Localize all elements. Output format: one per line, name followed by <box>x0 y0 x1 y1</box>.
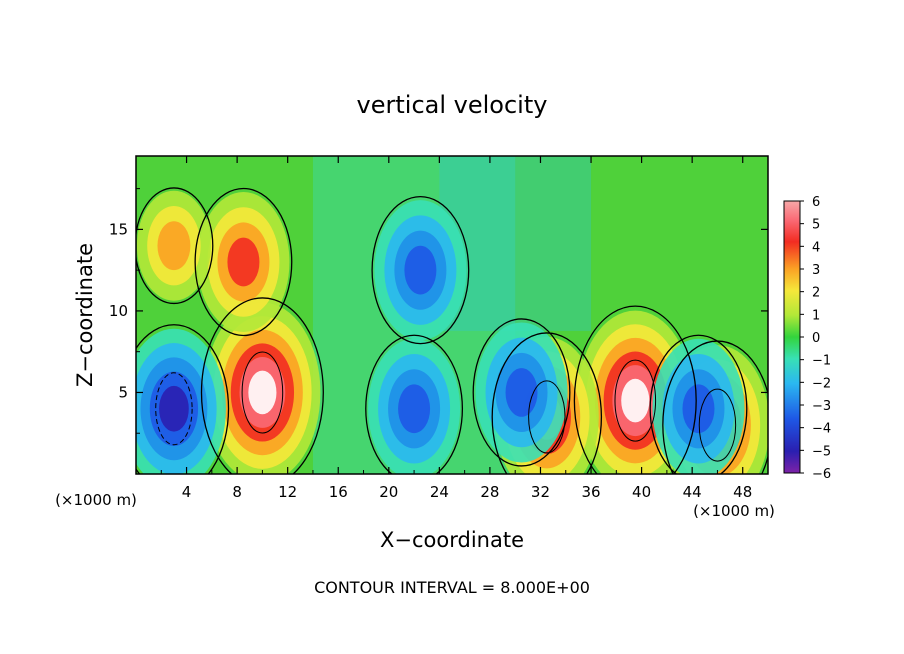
x-tick-label: 48 <box>733 483 752 501</box>
colorbar-gradient <box>783 200 801 474</box>
zero-contour <box>365 334 464 474</box>
colorbar: 6 5 4 3 2 1 0 −1 −2 −3 −4 −5 −6 <box>783 195 831 482</box>
y-axis-label: Z−coordinate <box>73 243 97 387</box>
x-tick-label: 40 <box>632 483 651 501</box>
colorbar-tick-label: −1 <box>812 354 831 369</box>
y-tick-label: 10 <box>109 302 128 320</box>
x-axis-label: X−coordinate <box>380 528 524 552</box>
zero-contour <box>573 305 697 474</box>
x-unit-label-right: (×1000 m) <box>693 502 775 520</box>
updraft-contour-fill <box>248 370 277 415</box>
colorbar-tick-label: 3 <box>812 263 820 278</box>
zero-contour <box>194 187 293 337</box>
x-tick-label: 24 <box>430 483 449 501</box>
zero-contour <box>472 318 571 467</box>
colorbar-tick-label: 5 <box>812 218 820 233</box>
interval-contour <box>528 380 566 454</box>
colorbar-tick-label: −2 <box>812 376 831 391</box>
downdraft-contour-fill <box>398 384 431 434</box>
updraft-contour-fill <box>621 378 650 423</box>
x-tick-label: 8 <box>232 483 242 501</box>
x-tick-label: 16 <box>329 483 348 501</box>
zero-contour <box>136 187 214 305</box>
y-axis-ticks: 5 10 15 <box>109 188 768 434</box>
x-tick-label: 12 <box>278 483 297 501</box>
x-unit-label-left: (×1000 m) <box>55 491 137 509</box>
colorbar-tick-label: 1 <box>812 308 820 323</box>
updraft-contour-fill <box>227 237 260 287</box>
colorbar-tick-label: 4 <box>812 240 820 255</box>
chart-title: vertical velocity <box>357 91 548 119</box>
x-tick-label: 20 <box>379 483 398 501</box>
zero-contour <box>200 297 324 474</box>
colorbar-tick-label: 6 <box>812 195 820 210</box>
zero-contour-lines <box>136 187 768 474</box>
updraft-contour-fill <box>157 221 191 271</box>
colorbar-ticks: 6 5 4 3 2 1 0 −1 −2 −3 −4 −5 −6 <box>800 195 831 482</box>
colorbar-tick-label: −6 <box>812 467 831 482</box>
zero-contour <box>371 196 470 345</box>
y-tick-label: 5 <box>118 383 128 401</box>
downdraft-contour-fill <box>505 368 538 417</box>
downdraft-contour-fill <box>404 245 437 295</box>
interval-contour <box>241 351 284 434</box>
x-tick-label: 44 <box>683 483 702 501</box>
x-axis-ticks: 4 8 12 16 20 24 28 32 36 40 44 48 <box>160 156 752 501</box>
zero-contour <box>649 334 748 474</box>
y-tick-label: 15 <box>109 220 128 238</box>
plot-frame <box>135 155 769 475</box>
colorbar-tick-label: 2 <box>812 286 820 301</box>
colorbar-tick-label: −5 <box>812 444 831 459</box>
downdraft-contour-fill <box>159 385 189 432</box>
contour-interval-footer: CONTOUR INTERVAL = 8.000E+00 <box>314 578 590 597</box>
zero-contour <box>136 324 230 474</box>
x-tick-label: 32 <box>531 483 550 501</box>
interval-contour <box>614 359 657 442</box>
x-tick-label: 28 <box>480 483 499 501</box>
interval-contour <box>155 372 193 446</box>
zero-contour <box>491 332 603 474</box>
plot-area <box>135 155 769 475</box>
interval-contour <box>698 388 737 462</box>
colorbar-tick-label: −3 <box>812 399 831 414</box>
colorbar-tick-label: 0 <box>812 331 820 346</box>
colorbar-tick-label: −4 <box>812 422 831 437</box>
x-tick-label: 4 <box>182 483 192 501</box>
x-tick-label: 36 <box>581 483 600 501</box>
